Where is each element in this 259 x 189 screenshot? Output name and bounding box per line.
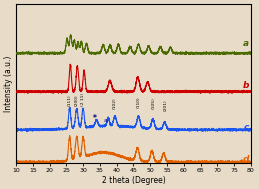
X-axis label: 2 theta (Degree): 2 theta (Degree)	[102, 176, 165, 185]
Text: *: *	[93, 114, 97, 123]
Text: a: a	[243, 40, 249, 48]
Text: (2 11): (2 11)	[81, 93, 85, 106]
Text: d: d	[243, 155, 249, 164]
Text: (110): (110)	[136, 96, 140, 108]
Text: (102): (102)	[113, 98, 117, 109]
Text: (200): (200)	[75, 94, 79, 106]
Text: b: b	[243, 81, 249, 90]
Text: (105): (105)	[152, 97, 156, 109]
Text: (111): (111)	[68, 94, 72, 106]
Text: c: c	[244, 123, 249, 132]
Y-axis label: Intensity (a.u.): Intensity (a.u.)	[4, 56, 13, 112]
Text: (201): (201)	[163, 99, 167, 111]
Text: a: a	[104, 118, 108, 123]
